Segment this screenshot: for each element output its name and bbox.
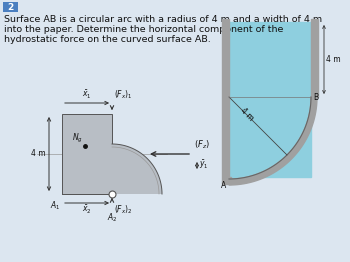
Text: $N_g$: $N_g$	[72, 132, 83, 145]
Polygon shape	[229, 97, 317, 185]
FancyBboxPatch shape	[3, 2, 18, 12]
Text: A: A	[221, 181, 226, 190]
Polygon shape	[229, 22, 311, 177]
Text: Surface AB is a circular arc with a radius of 4 m and a width of 4 m: Surface AB is a circular arc with a radi…	[4, 15, 322, 24]
Polygon shape	[229, 97, 311, 179]
Text: 4 m: 4 m	[238, 106, 255, 123]
Text: $A_2$: $A_2$	[107, 211, 117, 223]
Polygon shape	[222, 19, 229, 184]
Text: $\bar{x}_2$: $\bar{x}_2$	[82, 204, 92, 216]
Text: B: B	[313, 92, 318, 101]
Text: 2: 2	[7, 3, 14, 12]
Text: 4 m: 4 m	[326, 55, 341, 64]
Polygon shape	[229, 177, 231, 184]
Bar	[62, 114, 112, 194]
Text: $\bar{x}_1$: $\bar{x}_1$	[82, 89, 92, 101]
Text: 4 m: 4 m	[32, 150, 46, 159]
Text: $(F_x)_2$: $(F_x)_2$	[114, 204, 133, 216]
Text: hydrostatic force on the curved surface AB.: hydrostatic force on the curved surface …	[4, 35, 211, 44]
Text: into the paper. Determine the horizontal component of the: into the paper. Determine the horizontal…	[4, 25, 284, 34]
Text: $(F_x)_1$: $(F_x)_1$	[114, 89, 133, 101]
Polygon shape	[311, 19, 318, 97]
Text: $(F_z)$: $(F_z)$	[194, 139, 210, 151]
Polygon shape	[112, 144, 162, 194]
Text: $A_1$: $A_1$	[49, 199, 60, 211]
Text: $\bar{y}_1$: $\bar{y}_1$	[199, 159, 209, 171]
